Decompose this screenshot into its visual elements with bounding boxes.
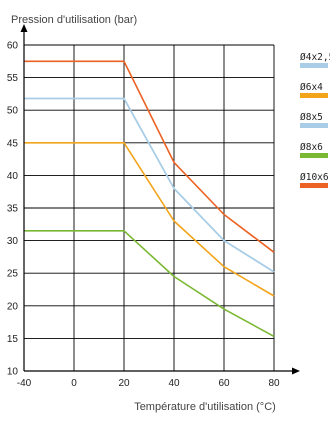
legend-swatch-1 — [300, 63, 328, 68]
y-tick-label: 25 — [7, 269, 19, 280]
series-line-5 — [24, 60, 275, 253]
y-tick-label: 35 — [7, 204, 19, 215]
tick-labels: 10 15 20 25 30 35 40 45 50 55 60 -40 0 20 40 60 80 — [7, 41, 280, 390]
legend: Ø4x2,5 Ø6x4 Ø8x5 Ø8x6 Ø10x6 — [300, 52, 330, 188]
x-tick-label: -40 — [17, 378, 32, 389]
y-tick-label: 45 — [7, 138, 19, 149]
x-tick-label: 80 — [268, 378, 280, 389]
y-tick-label: 60 — [7, 41, 19, 52]
axes — [20, 24, 300, 375]
legend-label-3: Ø8x5 — [300, 112, 323, 123]
legend-label-1: Ø4x2,5 — [300, 52, 330, 63]
legend-label-5: Ø10x6 — [300, 172, 329, 183]
y-tick-label: 15 — [7, 334, 19, 345]
x-tick-label: 0 — [71, 378, 77, 389]
y-axis-arrow — [20, 24, 28, 32]
series-line-1 — [24, 97, 275, 273]
y-axis-label: Pression d'utilisation (bar) — [11, 14, 137, 26]
legend-swatch-5 — [300, 183, 328, 188]
legend-label-2: Ø6x4 — [300, 82, 323, 93]
x-tick-label: 60 — [218, 378, 230, 389]
y-tick-label: 10 — [7, 367, 19, 378]
legend-label-4: Ø8x6 — [300, 142, 323, 153]
y-tick-label: 50 — [7, 106, 19, 117]
grid — [24, 44, 275, 371]
y-tick-label: 20 — [7, 301, 19, 312]
legend-swatch-2 — [300, 93, 328, 98]
legend-swatch-3 — [300, 123, 328, 128]
x-axis-arrow — [292, 367, 300, 375]
x-axis-label: Température d'utilisation (°C) — [134, 401, 276, 413]
series-lines — [24, 60, 275, 338]
series-line-4 — [24, 230, 275, 338]
legend-swatch-4 — [300, 153, 328, 158]
x-tick-label: 40 — [168, 378, 180, 389]
series-line-2 — [24, 142, 275, 297]
y-tick-label: 55 — [7, 73, 19, 84]
series-line-3 — [24, 97, 275, 273]
y-tick-label: 30 — [7, 236, 19, 247]
y-tick-label: 40 — [7, 171, 19, 182]
x-tick-label: 20 — [118, 378, 130, 389]
